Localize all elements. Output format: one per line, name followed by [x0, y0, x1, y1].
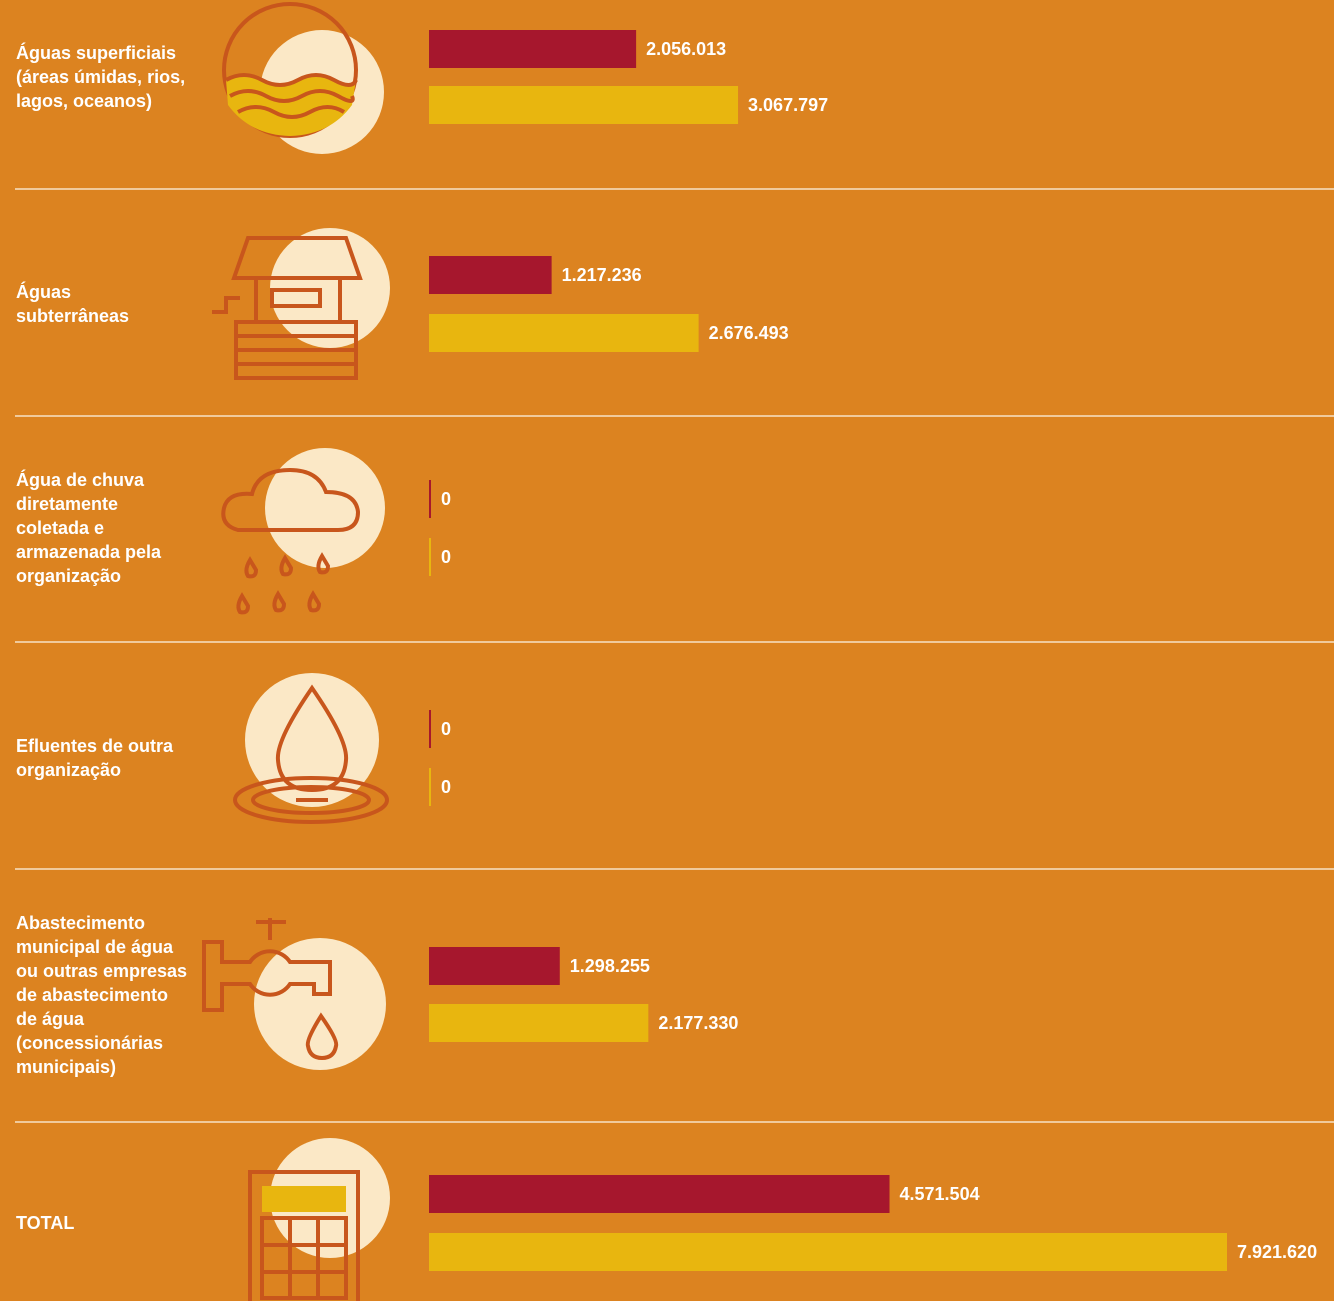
category-label: Águas subterrâneas [16, 282, 130, 326]
icon-effluent [233, 673, 389, 824]
bar [429, 30, 637, 68]
bar [429, 86, 739, 124]
bar [429, 314, 699, 352]
value-label: 2.056.013 [646, 39, 726, 59]
category-label: Efluentes de outra organização [16, 736, 174, 780]
bar [429, 480, 431, 518]
separators [15, 188, 1334, 1123]
bar [429, 947, 560, 985]
icon-well [212, 228, 390, 380]
value-label: 2.676.493 [709, 323, 789, 343]
bar [429, 256, 552, 294]
bar [429, 1175, 890, 1213]
value-label: 2.177.330 [658, 1013, 738, 1033]
value-label: 1.298.255 [570, 956, 650, 976]
value-label: 4.571.504 [900, 1184, 980, 1204]
value-label: 0 [441, 547, 451, 567]
category-label: Abastecimento municipal de água ou outra… [16, 912, 188, 1077]
bar [429, 538, 431, 576]
bar [429, 1004, 649, 1042]
value-label: 0 [441, 719, 451, 739]
value-label: 0 [441, 489, 451, 509]
category-label: Água de chuva diretamente coletada e arm… [16, 470, 162, 586]
value-label: 0 [441, 777, 451, 797]
icon-surface-water [222, 2, 384, 154]
bar [429, 710, 431, 748]
value-label: 3.067.797 [748, 95, 828, 115]
value-label: 7.921.620 [1237, 1242, 1317, 1262]
icon-rain [221, 448, 385, 615]
value-label: 1.217.236 [562, 265, 642, 285]
category-label: Águas superficiais (áreas úmidas, rios, … [16, 43, 186, 111]
category-label: TOTAL [16, 1213, 75, 1233]
bar [429, 768, 431, 806]
icon-tap [202, 918, 386, 1070]
icon-calculator [248, 1138, 390, 1301]
bar [429, 1233, 1227, 1271]
